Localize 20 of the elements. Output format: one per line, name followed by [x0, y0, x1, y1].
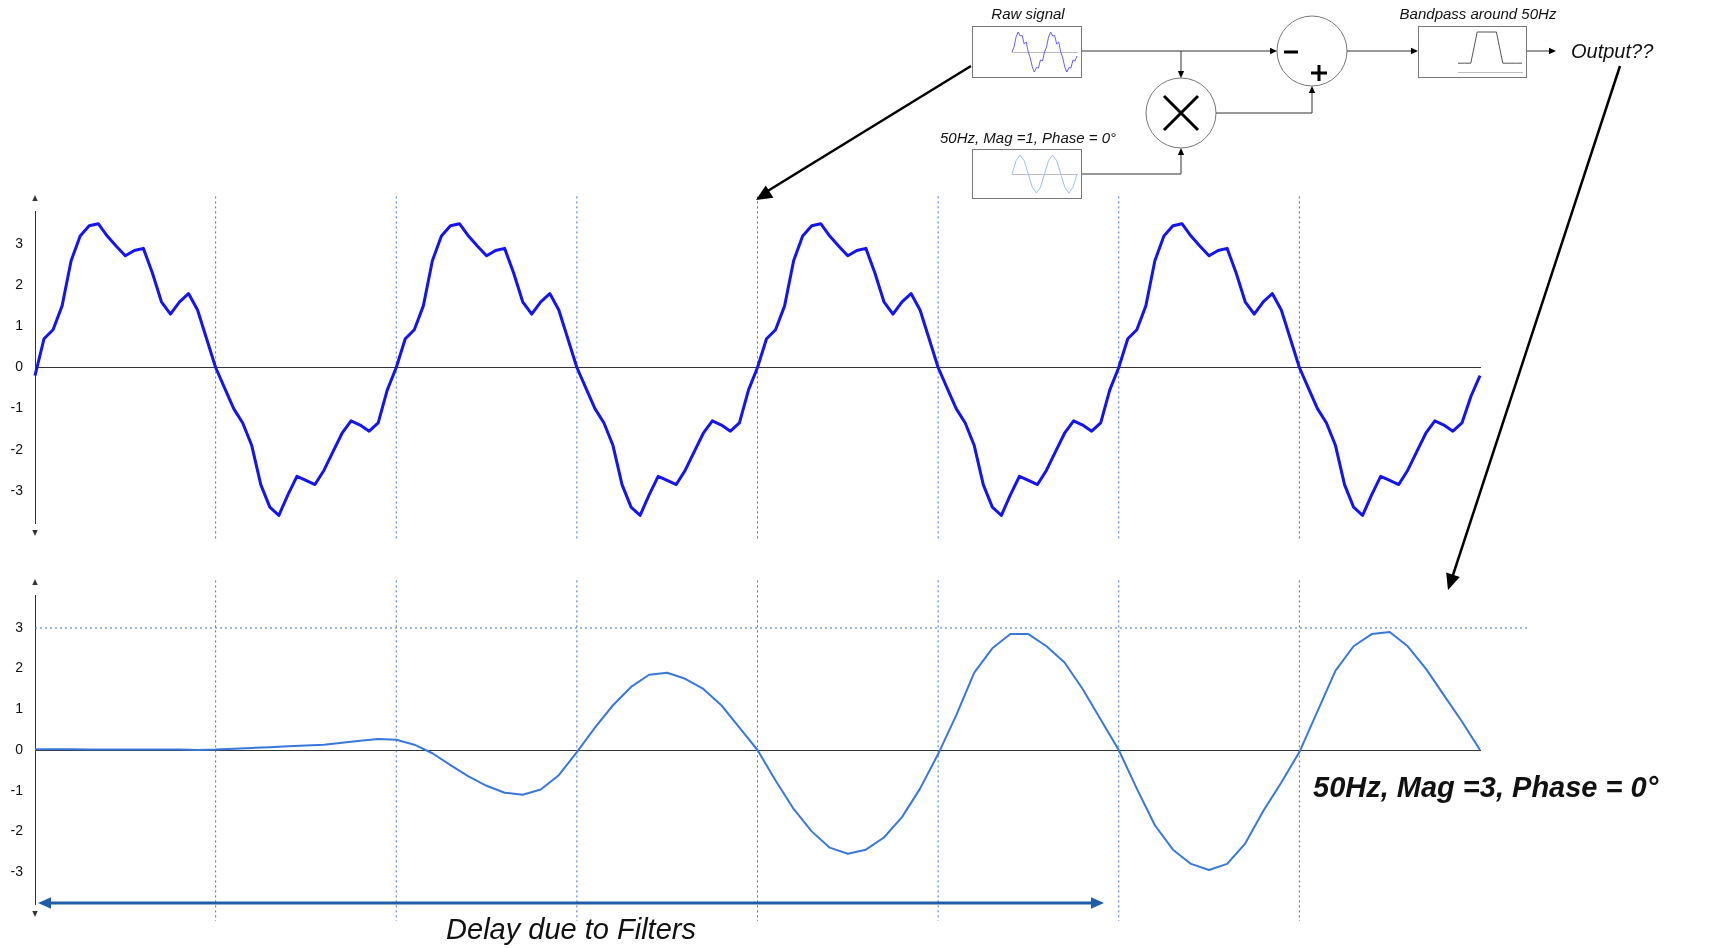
y-tick-label: 3 [15, 235, 24, 252]
text: Raw signal [991, 5, 1065, 22]
annotation: 50Hz, Mag =3, Phase = 0° [1313, 771, 1659, 804]
y-tick-label: 1 [15, 700, 24, 717]
text: Output?? [1571, 40, 1654, 63]
y-tick-label: 0 [15, 740, 24, 757]
y-tick-label: 1 [15, 317, 24, 334]
y-tick-label: -2 [10, 440, 24, 457]
text: Bandpass around 50Hz [1399, 5, 1557, 22]
y-tick-label: -1 [10, 399, 24, 416]
y-tick-label: 0 [15, 358, 24, 375]
y-tick-label: 2 [15, 276, 24, 293]
text: 50Hz, Mag =1, Phase = 0° [939, 129, 1117, 146]
y-tick-label: -1 [10, 781, 24, 798]
text: Delay due to Filters [446, 913, 696, 946]
y-tick-label: 2 [15, 659, 24, 676]
y-tick-label: -3 [10, 862, 24, 879]
y-tick-label: -2 [10, 822, 24, 839]
y-tick-label: 3 [15, 618, 24, 635]
y-tick-label: -3 [10, 481, 24, 498]
